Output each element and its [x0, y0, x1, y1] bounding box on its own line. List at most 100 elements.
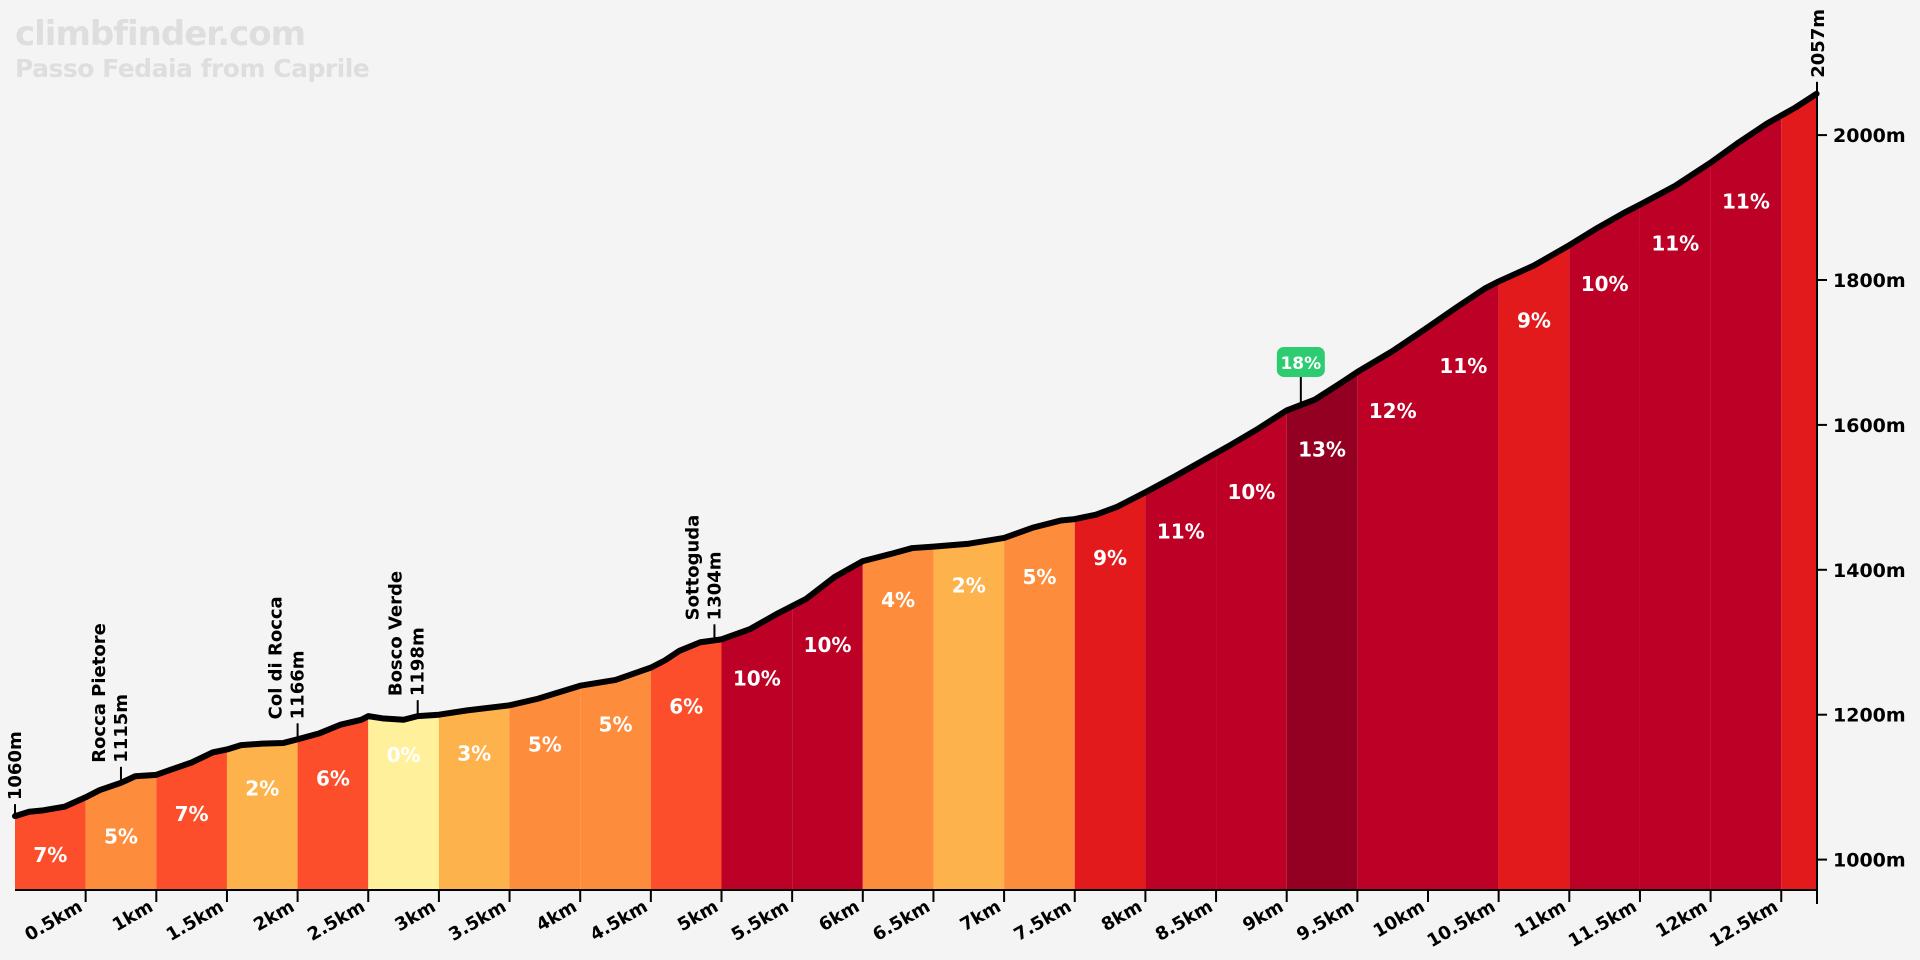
place-marker-name: Sottoguda — [682, 515, 703, 621]
gradient-segment-18 — [1216, 410, 1287, 890]
gradient-segment-1 — [15, 797, 86, 890]
x-tick-label: 7km — [957, 896, 1005, 936]
gradient-segment-9 — [580, 667, 651, 890]
grade-label-19: 13% — [1298, 437, 1346, 461]
x-tick-label: 12.5km — [1706, 896, 1782, 952]
x-tick-label: 1km — [109, 896, 157, 936]
start-elevation-label: 1060m — [5, 731, 26, 800]
grade-label-23: 10% — [1581, 272, 1629, 296]
grade-label-25: 11% — [1722, 190, 1770, 214]
grade-label-6: 0% — [387, 743, 421, 767]
grade-label-11: 10% — [733, 666, 781, 690]
gradient-segment-14 — [933, 537, 1005, 890]
grade-label-9: 5% — [599, 713, 633, 737]
y-tick-label: 1400m — [1833, 560, 1906, 582]
gradient-segment-8 — [509, 685, 581, 890]
x-tick-label: 5.5km — [728, 896, 793, 945]
gradient-segment-22 — [1498, 245, 1570, 890]
x-tick-label: 4.5km — [587, 896, 652, 945]
x-tick-label: 8.5km — [1152, 896, 1217, 945]
gradient-segment-13 — [862, 546, 934, 890]
x-tick-label: 6.5km — [869, 896, 934, 945]
grade-label-8: 5% — [528, 732, 562, 756]
grade-label-4: 2% — [245, 776, 279, 800]
place-marker-name: Rocca Pietore — [89, 623, 110, 763]
gradient-segment-2 — [85, 774, 157, 890]
x-tick-label: 5km — [674, 896, 722, 936]
place-marker-elevation: 1115m — [111, 694, 132, 763]
grade-label-15: 5% — [1022, 565, 1056, 589]
grade-label-10: 6% — [669, 695, 703, 719]
grade-label-20: 12% — [1369, 399, 1417, 423]
x-tick-label: 9.5km — [1293, 896, 1358, 945]
place-marker-elevation: 1166m — [288, 650, 309, 719]
gradient-segment-17 — [1145, 453, 1217, 890]
y-tick-label: 2000m — [1833, 125, 1906, 147]
max-gradient-badge — [1276, 346, 1325, 377]
grade-label-2: 5% — [104, 824, 138, 848]
x-tick-label: 3.5km — [445, 896, 510, 945]
grade-label-16: 9% — [1093, 546, 1127, 570]
x-tick-label: 0.5km — [21, 896, 86, 945]
x-tick-label: 10.5km — [1424, 896, 1500, 952]
place-marker-name: Bosco Verde — [386, 571, 407, 696]
grade-label-13: 4% — [881, 588, 915, 612]
y-tick-label: 1000m — [1833, 850, 1906, 872]
grade-label-14: 2% — [952, 574, 986, 598]
gradient-segment-3 — [156, 749, 227, 890]
max-gradient-label: 18% — [1280, 354, 1321, 374]
grade-label-7: 3% — [457, 742, 491, 766]
grade-label-17: 11% — [1157, 519, 1205, 543]
gradient-segment-25 — [1710, 115, 1782, 890]
place-marker-name: Col di Rocca — [266, 596, 287, 719]
x-tick-label: 8km — [1098, 896, 1146, 936]
grade-label-18: 10% — [1227, 480, 1275, 504]
grade-label-5: 6% — [316, 766, 350, 790]
x-tick-label: 3km — [391, 896, 439, 936]
y-tick-label: 1200m — [1833, 705, 1906, 727]
place-marker-elevation: 1198m — [408, 627, 429, 696]
gradient-segment-7 — [438, 705, 510, 890]
y-axis-ticks: 1000m 1200m 1400m 1600m 1800m 2000m — [1817, 125, 1906, 872]
gradient-segment-11 — [721, 606, 793, 890]
x-tick-label: 7.5km — [1011, 896, 1076, 945]
x-tick-label: 9km — [1239, 896, 1287, 936]
x-tick-label: 6km — [815, 896, 863, 936]
gradient-segment-15 — [1004, 519, 1075, 890]
gradient-segment-21 — [1428, 281, 1499, 891]
x-tick-label: 10km — [1370, 896, 1429, 942]
gradient-segment-26 — [1781, 93, 1817, 891]
gradient-segment-12 — [792, 561, 863, 890]
x-axis-ticks: 0.5km 1km 1.5km 2km 2.5km 3km 3.5km 4km 4.5km 5km… — [21, 890, 1783, 952]
x-tick-label: 4km — [533, 896, 581, 936]
brand-watermark: climbfinder.com — [15, 14, 306, 54]
grade-labels: 7% 5% 7% 2% 6% 0% 3% 5% 5% 6% 10% 10% 4% 2% 5% 9% 11% 10%… — [33, 190, 1770, 867]
x-tick-label: 11.5km — [1565, 896, 1641, 952]
elevation-line — [12, 90, 1820, 820]
place-markers: Rocca Pietore 1115m Col di Rocca 1166m Bosco… — [89, 515, 725, 783]
gradient-segment-24 — [1639, 162, 1711, 891]
gradient-segment-4 — [226, 739, 298, 890]
x-tick-label: 2.5km — [304, 896, 369, 945]
gradient-segment-6 — [368, 714, 439, 890]
grade-label-1: 7% — [33, 843, 67, 867]
grade-label-3: 7% — [175, 802, 209, 826]
grade-label-24: 11% — [1651, 232, 1699, 256]
gradient-segments — [15, 93, 1817, 891]
place-marker-elevation: 1304m — [704, 551, 725, 620]
y-tick-label: 1600m — [1833, 415, 1906, 437]
end-elevation-label: 2057m — [1808, 9, 1829, 78]
x-tick-label: 12km — [1652, 896, 1711, 942]
gradient-segment-5 — [297, 716, 369, 890]
grade-label-22: 9% — [1517, 308, 1551, 332]
x-tick-label: 2km — [250, 896, 298, 936]
gradient-segment-19 — [1286, 372, 1358, 891]
grade-label-21: 11% — [1439, 354, 1487, 378]
x-tick-label: 1.5km — [163, 896, 228, 945]
gradient-segment-16 — [1074, 492, 1146, 890]
grade-label-12: 10% — [804, 633, 852, 657]
chart-title: Passo Fedaia from Caprile — [15, 54, 370, 83]
gradient-segment-20 — [1357, 327, 1428, 890]
